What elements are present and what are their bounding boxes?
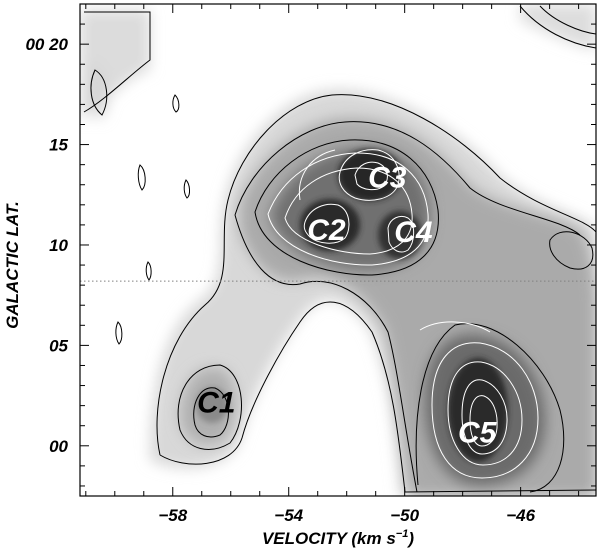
clump-label-c2: C2 bbox=[307, 214, 346, 247]
clump-labels: C1 C2 C3 C4 C5 bbox=[197, 162, 498, 450]
contours-black bbox=[83, 5, 596, 493]
y-tick-label: 00 bbox=[49, 437, 68, 456]
y-tick-label: 05 bbox=[49, 336, 68, 355]
clump-label-c1: C1 bbox=[197, 387, 235, 420]
clump-label-c3: C3 bbox=[368, 162, 407, 195]
clump-label-c5: C5 bbox=[458, 417, 498, 450]
contours-white bbox=[267, 149, 539, 479]
y-axis-label: GALACTIC LAT. bbox=[3, 201, 22, 329]
axis-ticks bbox=[80, 3, 596, 496]
axis-tick-labels: −58 −54 −50 −46 00 05 10 15 00 20 bbox=[25, 35, 535, 525]
plot-frame bbox=[79, 3, 597, 497]
x-axis-label: VELOCITY (km s−1) bbox=[262, 528, 414, 548]
x-tick-label: −58 bbox=[158, 506, 187, 525]
y-tick-label: 15 bbox=[49, 136, 68, 155]
clump-label-c4: C4 bbox=[394, 216, 433, 249]
x-tick-label: −50 bbox=[390, 506, 419, 525]
x-tick-label: −54 bbox=[274, 506, 303, 525]
y-tick-label: 10 bbox=[49, 236, 68, 255]
x-tick-label: −46 bbox=[506, 506, 535, 525]
y-tick-label: 00 20 bbox=[25, 35, 68, 54]
emission-map bbox=[80, 4, 596, 496]
